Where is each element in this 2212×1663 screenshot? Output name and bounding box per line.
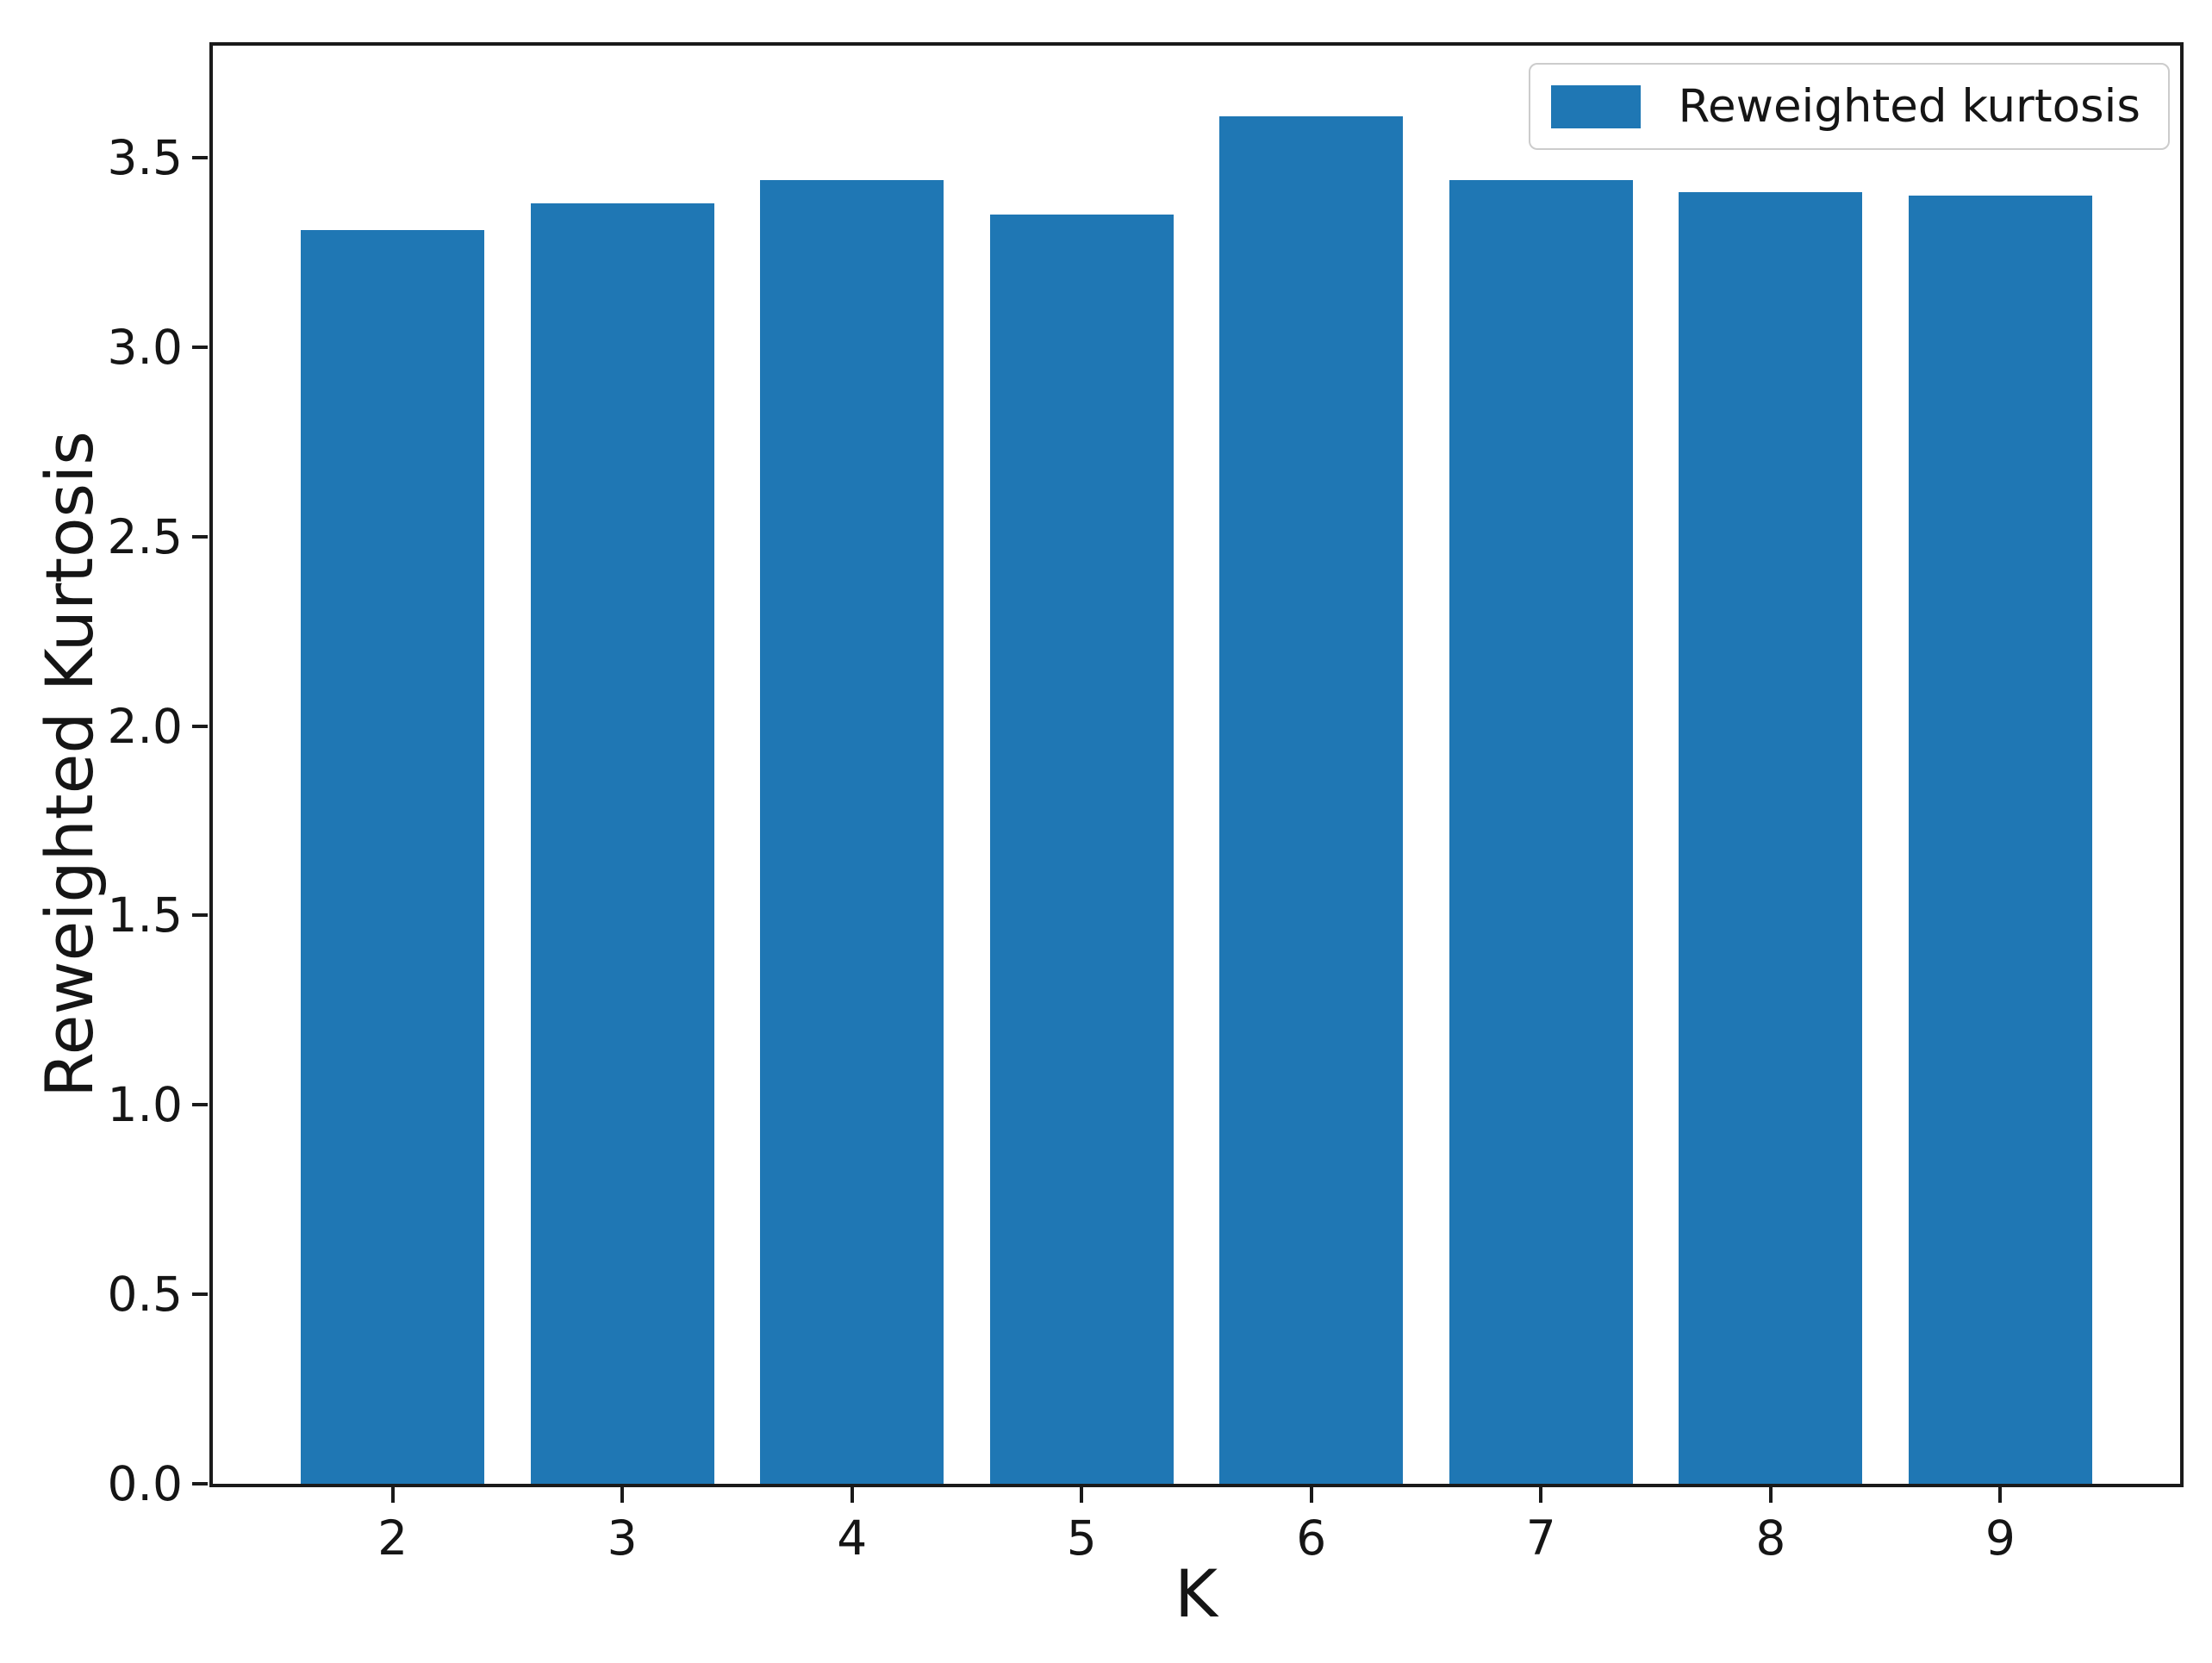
bar-k-2 — [301, 229, 485, 1484]
x-tick-5 — [1080, 1487, 1084, 1503]
x-tick-2 — [390, 1487, 395, 1503]
x-tick-label-2: 2 — [377, 1510, 408, 1566]
y-tick-3.0 — [192, 345, 208, 349]
y-tick-3.5 — [192, 155, 208, 159]
legend: Reweighted kurtosis — [1528, 63, 2170, 150]
bar-k-4 — [760, 180, 944, 1484]
y-tick-0.0 — [192, 1482, 208, 1485]
bar-k-5 — [989, 214, 1174, 1484]
x-tick-label-7: 7 — [1525, 1510, 1556, 1566]
y-tick-0.5 — [192, 1292, 208, 1297]
x-tick-label-6: 6 — [1296, 1510, 1327, 1566]
x-tick-8 — [1768, 1487, 1773, 1503]
y-tick-2.5 — [192, 534, 208, 539]
bar-k-9 — [1908, 195, 2092, 1484]
y-tick-label-3.0: 3.0 — [107, 319, 183, 375]
x-tick-9 — [1998, 1487, 2003, 1503]
x-tick-label-4: 4 — [837, 1510, 868, 1566]
y-tick-label-1.5: 1.5 — [107, 888, 183, 944]
y-tick-2.0 — [192, 724, 208, 728]
x-tick-label-5: 5 — [1066, 1510, 1097, 1566]
legend-swatch — [1550, 84, 1641, 128]
bar-k-3 — [530, 202, 714, 1484]
y-tick-1.0 — [192, 1103, 208, 1107]
x-axis-label: K — [1175, 1555, 1218, 1632]
x-tick-3 — [620, 1487, 625, 1503]
x-tick-label-3: 3 — [607, 1510, 638, 1566]
y-tick-label-0.5: 0.5 — [107, 1267, 183, 1323]
bar-k-6 — [1219, 115, 1404, 1484]
y-axis-label: Reweighted Kurtosis — [31, 431, 108, 1098]
bar-k-7 — [1449, 180, 1633, 1484]
x-tick-7 — [1539, 1487, 1543, 1503]
y-tick-label-0.0: 0.0 — [107, 1456, 183, 1511]
y-tick-label-1.0: 1.0 — [107, 1077, 183, 1133]
y-tick-label-2.0: 2.0 — [107, 698, 183, 754]
y-tick-label-2.5: 2.5 — [107, 508, 183, 564]
x-tick-4 — [850, 1487, 854, 1503]
plot-area — [209, 42, 2184, 1487]
legend-label: Reweighted kurtosis — [1678, 80, 2140, 133]
x-tick-6 — [1309, 1487, 1313, 1503]
x-tick-label-8: 8 — [1755, 1510, 1786, 1566]
y-tick-label-3.5: 3.5 — [107, 129, 183, 185]
y-tick-1.5 — [192, 913, 208, 918]
x-tick-label-9: 9 — [1985, 1510, 2016, 1566]
bar-k-8 — [1679, 191, 1863, 1484]
